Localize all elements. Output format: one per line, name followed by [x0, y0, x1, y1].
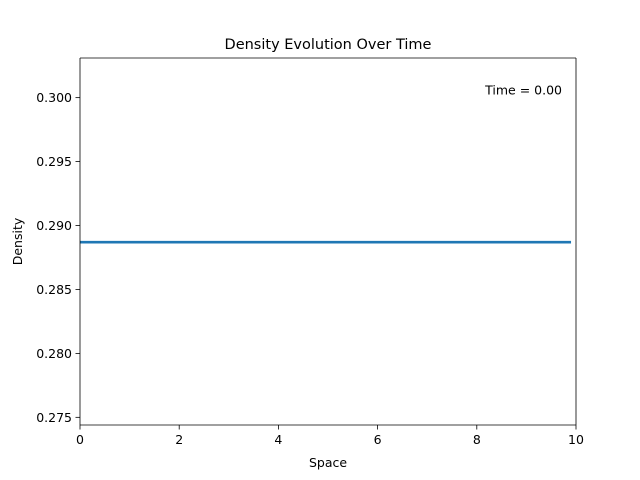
x-axis-label: Space [309, 455, 347, 470]
y-tick-label: 0.290 [36, 218, 72, 233]
y-tick-label: 0.275 [36, 410, 72, 425]
y-tick-label: 0.280 [36, 346, 72, 361]
x-tick-label: 2 [175, 432, 183, 447]
y-axis-label: Density [10, 217, 25, 265]
x-axis-ticks: 0 2 4 6 8 10 [76, 425, 584, 447]
y-tick-label: 0.300 [36, 90, 72, 105]
time-annotation: Time = 0.00 [484, 83, 562, 98]
y-tick-label: 0.295 [36, 154, 72, 169]
axes-frame [79, 57, 577, 426]
x-tick-label: 8 [473, 432, 481, 447]
y-axis-ticks: 0.275 0.280 0.285 0.290 0.295 0.300 [36, 90, 80, 425]
x-tick-label: 6 [374, 432, 382, 447]
y-tick-label: 0.285 [36, 282, 72, 297]
x-tick-label: 10 [568, 432, 584, 447]
x-tick-label: 4 [274, 432, 282, 447]
chart-title: Density Evolution Over Time [225, 37, 432, 53]
x-tick-label: 0 [76, 432, 84, 447]
